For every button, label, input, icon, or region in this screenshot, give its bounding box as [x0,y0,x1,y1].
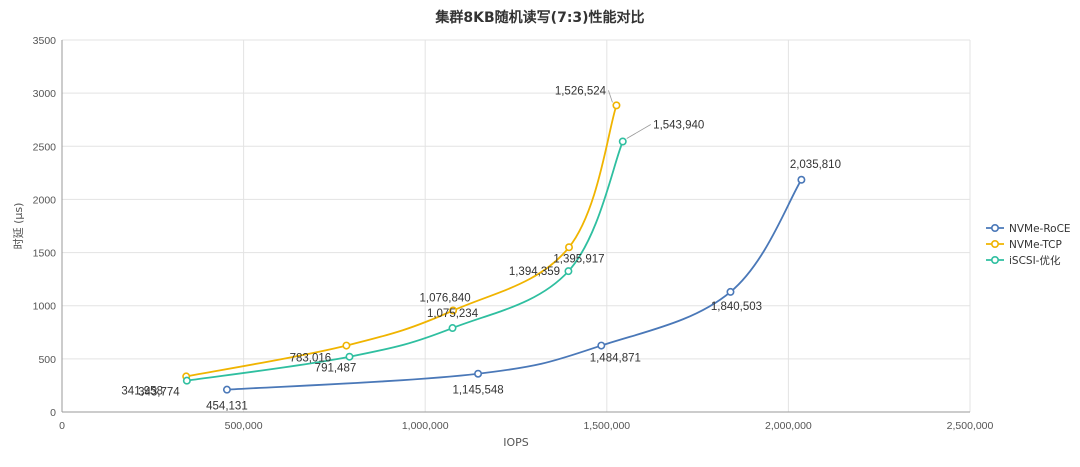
legend: NVMe-RoCE NVMe-TCP iSCSI-优化 [986,223,1071,267]
axes: 0 500 1000 1500 2000 2500 3000 3500 0 500,000 1,00… [33,35,994,432]
data-label: 454,131 [206,401,248,413]
data-label: 1,840,503 [711,301,762,313]
y-tick-label: 1000 [33,301,57,313]
x-tick-label: 2,000,000 [765,420,812,432]
label-leader-line [608,90,613,103]
data-label: 791,487 [315,363,357,375]
data-point [449,306,458,315]
y-tick-label: 1500 [33,248,57,260]
data-label: 783,016 [290,353,332,365]
data-point [612,101,621,110]
data-labels: 454,131 1,145,548 1,484,871 1,840,503 2,035,… [121,85,841,412]
data-point [448,324,457,333]
data-label: 1,526,524 [555,85,607,97]
data-point [342,341,351,350]
y-tick-label: 0 [50,407,56,419]
x-axis-title: IOPS [503,436,529,449]
x-tick-label: 1,500,000 [583,420,630,432]
data-point [618,137,627,146]
data-label: 1,075,234 [427,308,479,320]
legend-marker [990,224,999,233]
data-point [222,385,231,394]
y-tick-label: 500 [38,354,56,366]
data-point [797,175,806,184]
data-label: 341,958 [121,385,163,397]
data-label: 2,035,810 [790,159,841,171]
data-label: 1,394,359 [509,266,560,278]
data-label: 1,076,840 [420,292,471,304]
x-tick-label: 0 [59,420,65,432]
x-tick-label: 1,000,000 [402,420,449,432]
legend-label: NVMe-TCP [1009,239,1062,251]
label-leader-line [626,124,651,139]
data-label: 343,774 [138,387,180,399]
data-point [345,352,354,361]
y-tick-label: 3500 [33,35,57,47]
y-tick-label: 3000 [33,88,57,100]
legend-marker [990,240,999,249]
x-tick-label: 500,000 [225,420,263,432]
y-tick-label: 2000 [33,194,57,206]
data-point [474,369,483,378]
data-point [597,341,606,350]
data-label: 1,484,871 [590,353,641,365]
series-lines [182,101,806,394]
data-point [564,243,573,252]
data-label: 1,395,917 [553,253,604,265]
legend-marker [990,255,999,264]
x-tick-label: 2,500,000 [947,420,994,432]
data-point [564,267,573,276]
data-label: 1,145,548 [452,385,503,397]
legend-label: NVMe-RoCE [1009,223,1071,235]
y-tick-label: 2500 [33,141,57,153]
y-axis-title: 时延 (μs) [12,203,25,250]
series-line [226,179,803,391]
legend-label: iSCSI-优化 [1009,254,1061,267]
data-label: 1,543,940 [653,120,704,132]
grid [62,39,971,412]
data-point [726,287,735,296]
chart-title: 集群8KB随机读写(7:3)性能对比 [434,9,644,26]
data-point [182,376,191,385]
